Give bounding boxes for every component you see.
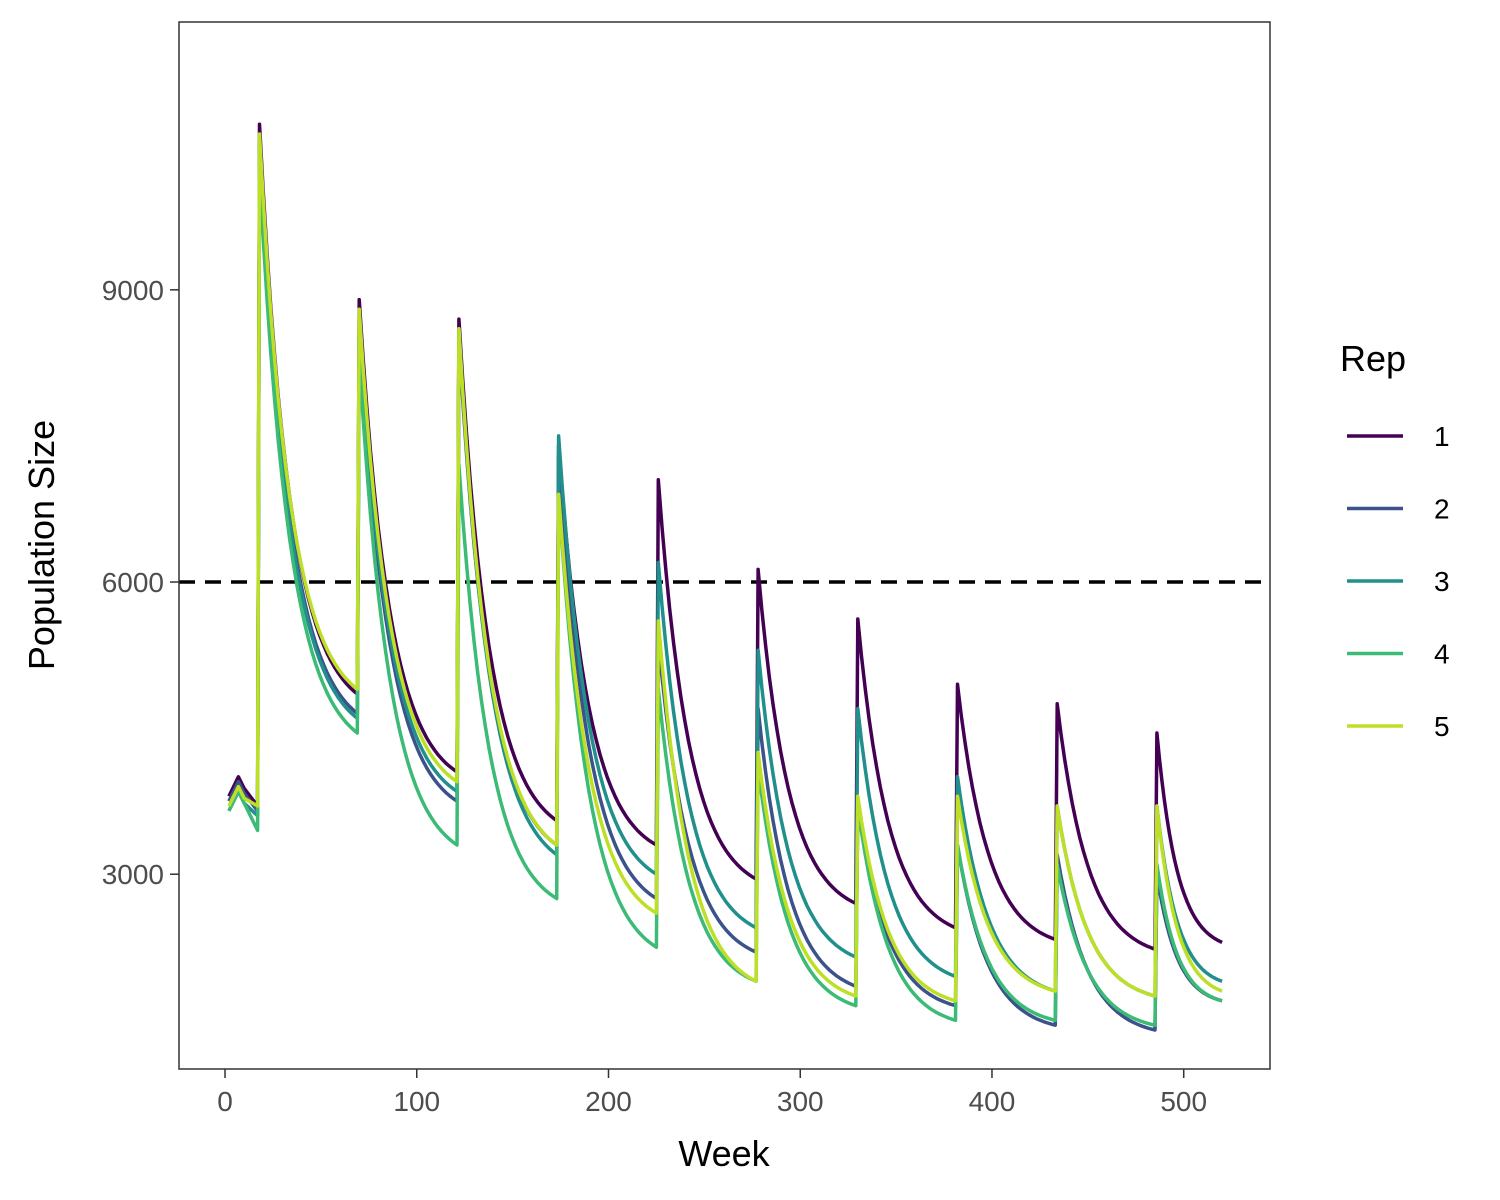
plot-area xyxy=(179,122,1270,1032)
y-tick-label: 9000 xyxy=(102,275,164,306)
y-axis-title: Population Size xyxy=(21,420,62,670)
y-tick-label: 3000 xyxy=(102,859,164,890)
x-tick-label: 500 xyxy=(1160,1086,1207,1117)
legend-label-rep-4: 4 xyxy=(1434,639,1450,670)
legend-label-rep-1: 1 xyxy=(1434,421,1450,452)
legend-label-rep-3: 3 xyxy=(1434,566,1450,597)
x-tick-label: 100 xyxy=(393,1086,440,1117)
x-tick-label: 0 xyxy=(217,1086,233,1117)
x-axis-title: Week xyxy=(678,1133,770,1174)
y-tick-label: 6000 xyxy=(102,567,164,598)
legend-label-rep-2: 2 xyxy=(1434,494,1450,525)
series-line-rep-1 xyxy=(227,122,1223,951)
series-line-rep-4 xyxy=(227,171,1223,1027)
legend: Rep 1 2 3 4 5 xyxy=(1340,338,1450,742)
series-line-rep-5 xyxy=(227,132,1223,1003)
x-tick-label: 300 xyxy=(777,1086,824,1117)
legend-label-rep-5: 5 xyxy=(1434,711,1450,742)
panel-border xyxy=(178,21,1271,1070)
legend-title: Rep xyxy=(1340,338,1406,379)
x-tick-label: 400 xyxy=(969,1086,1016,1117)
axes: 0 100 200 300 400 500 3000 6000 9000 xyxy=(102,275,1207,1117)
x-tick-label: 200 xyxy=(585,1086,632,1117)
